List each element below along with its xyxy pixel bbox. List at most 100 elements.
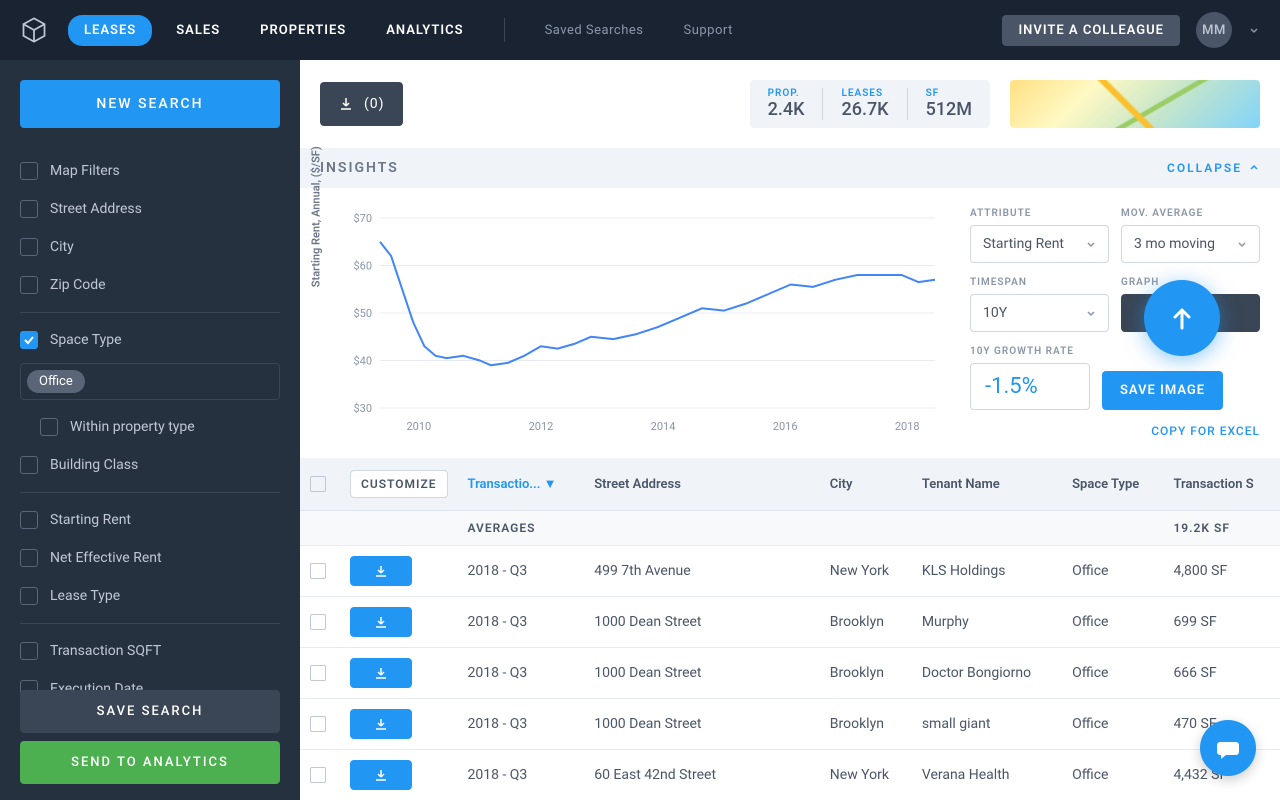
- col-address[interactable]: Street Address: [584, 458, 820, 511]
- svg-text:$40: $40: [353, 355, 372, 368]
- checkbox-icon[interactable]: [20, 162, 38, 180]
- chat-icon: [1214, 734, 1242, 762]
- svg-text:$70: $70: [353, 212, 372, 225]
- row-checkbox[interactable]: [310, 767, 326, 783]
- send-to-analytics-button[interactable]: SEND TO ANALYTICS: [20, 741, 280, 784]
- filter-item[interactable]: Map Filters: [20, 152, 280, 190]
- filter-item[interactable]: Transaction SQFT: [20, 632, 280, 670]
- checkbox-icon[interactable]: [40, 418, 58, 436]
- nav-support[interactable]: Support: [667, 15, 748, 46]
- filter-item[interactable]: Lease Type: [20, 577, 280, 615]
- filter-item[interactable]: Zip Code: [20, 266, 280, 304]
- filter-item[interactable]: Starting Rent: [20, 501, 280, 539]
- movavg-label: MOV. AVERAGE: [1121, 208, 1260, 219]
- averages-row: AVERAGES 19.2K SF: [300, 511, 1280, 546]
- avatar-chevron-icon[interactable]: [1248, 21, 1260, 40]
- checkbox-icon[interactable]: [20, 276, 38, 294]
- nav-leases[interactable]: LEASES: [68, 15, 152, 46]
- table-row[interactable]: 2018 - Q31000 Dean StreetBrooklynDoctor …: [300, 648, 1280, 699]
- row-checkbox[interactable]: [310, 614, 326, 630]
- nav-analytics[interactable]: ANALYTICS: [370, 15, 479, 46]
- attribute-select[interactable]: Starting Rent: [970, 225, 1109, 263]
- table-row[interactable]: 2018 - Q31000 Dean StreetBrooklynsmall g…: [300, 699, 1280, 750]
- map-thumbnail[interactable]: [1010, 80, 1260, 128]
- table-row[interactable]: 2018 - Q31000 Dean StreetBrooklynMurphyO…: [300, 597, 1280, 648]
- avatar[interactable]: MM: [1196, 12, 1232, 48]
- scroll-up-button[interactable]: [1144, 280, 1220, 356]
- chart-ylabel: Starting Rent, Annual, ($/SF): [310, 146, 323, 287]
- checkbox-icon[interactable]: [20, 587, 38, 605]
- col-transaction[interactable]: Transactio... ▼: [458, 458, 585, 511]
- row-download-button[interactable]: [350, 556, 412, 586]
- save-search-button[interactable]: SAVE SEARCH: [20, 690, 280, 733]
- cell-space: Office: [1062, 546, 1163, 597]
- new-search-button[interactable]: NEW SEARCH: [20, 80, 280, 128]
- nav-saved-searches[interactable]: Saved Searches: [529, 15, 660, 46]
- filter-tag[interactable]: Office: [27, 370, 85, 393]
- filter-item[interactable]: Space Type: [20, 321, 280, 359]
- customize-button[interactable]: CUSTOMIZE: [350, 470, 448, 498]
- nav-properties[interactable]: PROPERTIES: [244, 15, 362, 46]
- cell-city: Brooklyn: [820, 648, 912, 699]
- svg-text:$30: $30: [353, 402, 372, 415]
- download-icon: [338, 96, 354, 112]
- cell-address: 1000 Dean Street: [584, 648, 820, 699]
- cell-period: 2018 - Q3: [458, 750, 585, 800]
- filter-item[interactable]: Street Address: [20, 190, 280, 228]
- col-space-type[interactable]: Space Type: [1062, 458, 1163, 511]
- row-download-button[interactable]: [350, 658, 412, 688]
- movavg-select[interactable]: 3 mo moving: [1121, 225, 1260, 263]
- cell-period: 2018 - Q3: [458, 597, 585, 648]
- filter-tag-box[interactable]: Office: [20, 363, 280, 400]
- cell-period: 2018 - Q3: [458, 648, 585, 699]
- select-all-checkbox[interactable]: [310, 476, 326, 492]
- copy-for-excel-link[interactable]: COPY FOR EXCEL: [970, 424, 1260, 438]
- download-count-box[interactable]: (0): [320, 82, 403, 126]
- collapse-button[interactable]: COLLAPSE: [1167, 161, 1260, 175]
- chevron-up-icon: [1248, 162, 1260, 174]
- download-count: (0): [364, 96, 385, 112]
- chevron-down-icon: [1086, 239, 1096, 249]
- checkbox-icon[interactable]: [20, 331, 38, 349]
- cell-address: 60 East 42nd Street: [584, 750, 820, 800]
- cell-city: Brooklyn: [820, 597, 912, 648]
- timespan-select[interactable]: 10Y: [970, 294, 1109, 332]
- cell-address: 1000 Dean Street: [584, 699, 820, 750]
- filter-sub-item[interactable]: Within property type: [20, 408, 280, 446]
- chevron-down-icon: [1086, 308, 1096, 318]
- col-city[interactable]: City: [820, 458, 912, 511]
- content: (0) PROP. 2.4K LEASES 26.7K SF 512M INSI…: [300, 60, 1280, 800]
- checkbox-icon[interactable]: [20, 238, 38, 256]
- col-tenant[interactable]: Tenant Name: [912, 458, 1062, 511]
- chat-button[interactable]: [1200, 720, 1256, 776]
- row-checkbox[interactable]: [310, 665, 326, 681]
- checkbox-icon[interactable]: [20, 642, 38, 660]
- save-image-button[interactable]: SAVE IMAGE: [1102, 371, 1223, 410]
- checkbox-icon[interactable]: [20, 456, 38, 474]
- row-checkbox[interactable]: [310, 563, 326, 579]
- timespan-label: TIMESPAN: [970, 277, 1109, 288]
- col-transaction-sf[interactable]: Transaction S: [1163, 458, 1280, 511]
- checkbox-icon[interactable]: [20, 511, 38, 529]
- filter-item[interactable]: Building Class: [20, 446, 280, 484]
- filter-label: Net Effective Rent: [50, 550, 162, 566]
- chevron-down-icon: [1237, 239, 1247, 249]
- leases-table: CUSTOMIZE Transactio... ▼ Street Address…: [300, 458, 1280, 800]
- filter-item[interactable]: City: [20, 228, 280, 266]
- checkbox-icon[interactable]: [20, 549, 38, 567]
- filter-item[interactable]: Net Effective Rent: [20, 539, 280, 577]
- svg-text:2016: 2016: [773, 420, 798, 433]
- filter-label: Street Address: [50, 201, 142, 217]
- nav-sales[interactable]: SALES: [160, 15, 236, 46]
- invite-colleague-button[interactable]: INVITE A COLLEAGUE: [1002, 15, 1180, 46]
- table-row[interactable]: 2018 - Q3499 7th AvenueNew YorkKLS Holdi…: [300, 546, 1280, 597]
- row-download-button[interactable]: [350, 709, 412, 739]
- row-download-button[interactable]: [350, 607, 412, 637]
- table-row[interactable]: 2018 - Q360 East 42nd StreetNew YorkVera…: [300, 750, 1280, 800]
- row-download-button[interactable]: [350, 760, 412, 790]
- checkbox-icon[interactable]: [20, 200, 38, 218]
- svg-text:$60: $60: [353, 260, 372, 273]
- row-checkbox[interactable]: [310, 716, 326, 732]
- sidebar: NEW SEARCH Map Filters Street Address City…: [0, 60, 300, 800]
- filter-label: Zip Code: [50, 277, 106, 293]
